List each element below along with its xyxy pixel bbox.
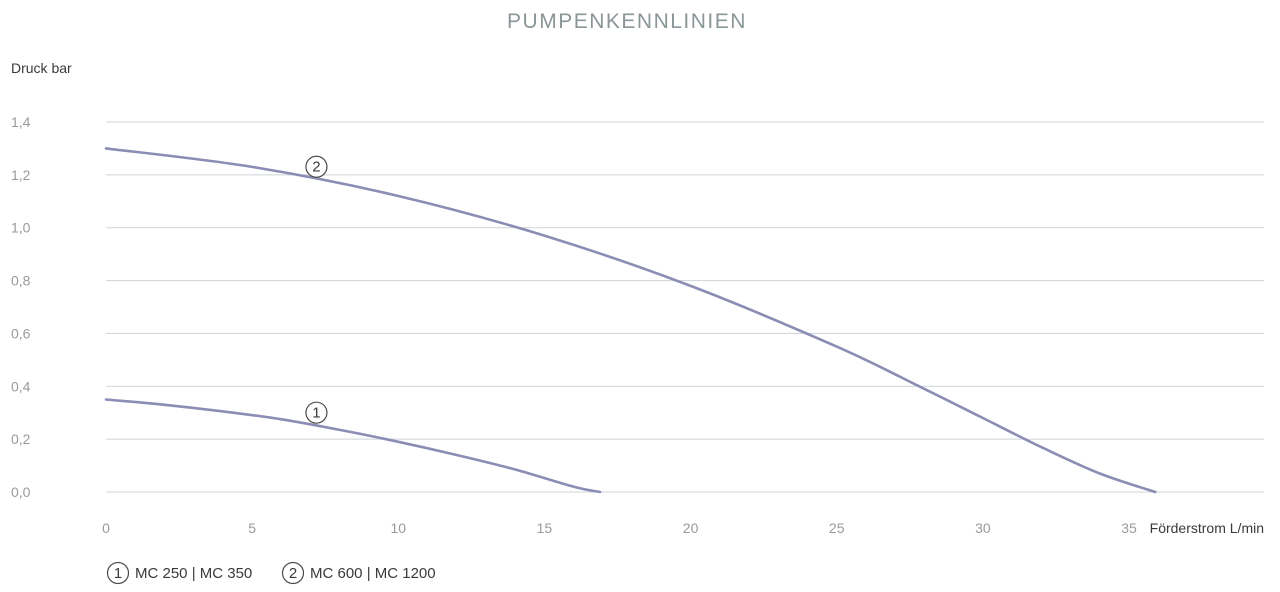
grid-lines	[106, 121, 1264, 493]
y-tick-label: 1,2	[11, 167, 31, 183]
series-marker-1: 1	[305, 401, 328, 424]
series-line-2	[104, 147, 1157, 494]
y-tick-label: 1,4	[11, 114, 31, 130]
legend-marker-circle	[106, 561, 130, 585]
legend-label: MC 250 | MC 350	[135, 565, 252, 582]
x-tick-label: 20	[683, 520, 699, 536]
y-tick-label: 0,0	[11, 484, 31, 500]
series-line-1	[104, 398, 602, 494]
x-tick-label: 35	[1121, 520, 1137, 536]
legend: 1 MC 250 | MC 350 2 MC 600 | MC 1200	[106, 561, 436, 585]
x-tick-label: 30	[975, 520, 991, 536]
x-axis-ticks: 0 5 10 15 20 25 30 35	[102, 520, 1137, 536]
marker-circle	[305, 401, 328, 424]
legend-marker-circle	[281, 561, 305, 585]
x-tick-label: 25	[829, 520, 845, 536]
marker-number: 1	[312, 405, 320, 422]
series-curves	[104, 147, 1157, 494]
y-tick-label: 0,8	[11, 273, 31, 289]
chart-title: PUMPENKENNLINIEN	[507, 10, 747, 33]
y-axis-label: Druck bar	[11, 60, 72, 76]
marker-circle	[305, 155, 328, 178]
x-tick-label: 15	[537, 520, 553, 536]
legend-marker-number: 2	[289, 565, 297, 582]
x-tick-label: 5	[248, 520, 256, 536]
y-axis-ticks: 0,0 0,2 0,4 0,6 0,8 1,0 1,2 1,4	[11, 114, 31, 500]
y-tick-label: 1,0	[11, 220, 31, 236]
marker-number: 2	[312, 159, 320, 176]
legend-item-2: 2 MC 600 | MC 1200	[281, 561, 436, 585]
x-axis-label: Förderstrom L/min	[1150, 520, 1264, 536]
legend-marker-number: 1	[114, 565, 122, 582]
series-markers: 12	[305, 155, 328, 424]
legend-item-1: 1 MC 250 | MC 350	[106, 561, 252, 585]
x-tick-label: 0	[102, 520, 110, 536]
series-marker-2: 2	[305, 155, 328, 178]
x-tick-label: 10	[390, 520, 406, 536]
y-tick-label: 0,4	[11, 378, 31, 394]
y-tick-label: 0,6	[11, 325, 31, 341]
y-tick-label: 0,2	[11, 431, 31, 447]
legend-label: MC 600 | MC 1200	[310, 565, 436, 582]
